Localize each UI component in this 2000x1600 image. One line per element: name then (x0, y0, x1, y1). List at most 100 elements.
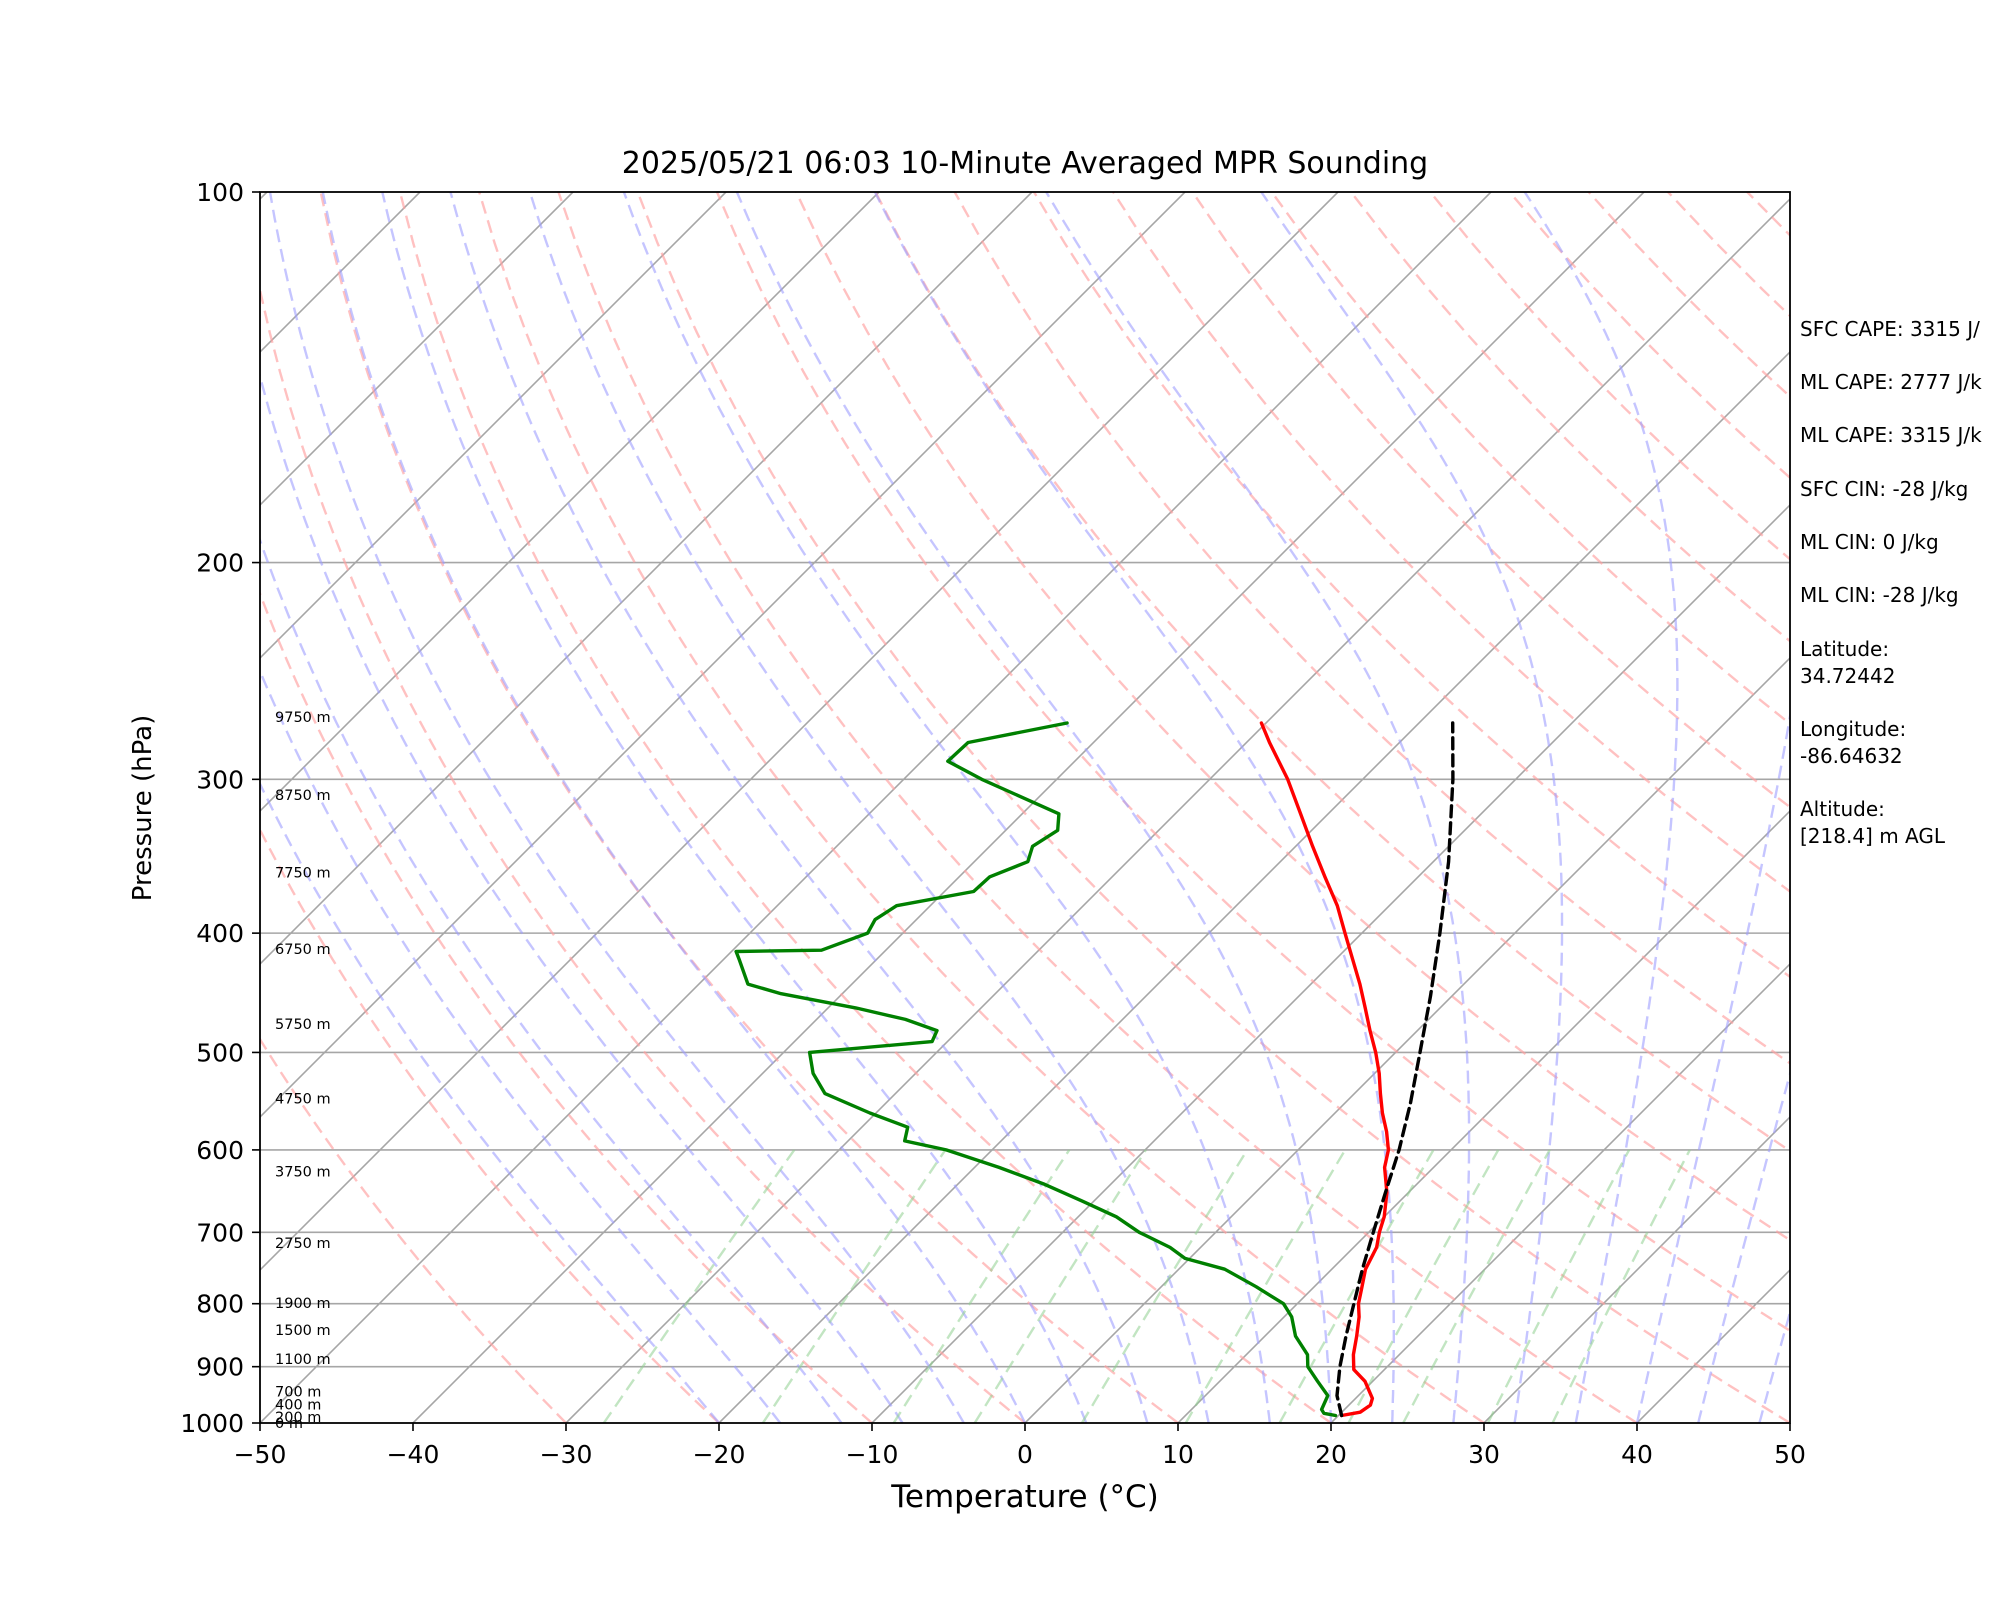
plot-area (259, 191, 1791, 1424)
mixing-ratio-line (602, 1149, 796, 1423)
sounding-parameter-text: SFC CIN: -28 J/kg (1800, 477, 1968, 501)
dry-adiabat (715, 192, 1790, 1333)
mixing-ratio-line (1402, 1149, 1551, 1423)
height-label: 700 m (275, 1385, 321, 1401)
x-tick-label-−10: −10 (846, 1440, 899, 1469)
moist-adiabat (260, 536, 843, 1423)
moist-adiabat (1697, 1069, 1790, 1423)
mixing-ratio-line (1278, 1149, 1435, 1423)
height-label: 200 m (275, 1410, 321, 1426)
moist-adiabat (1045, 192, 1471, 1423)
height-label: 3750 m (275, 1165, 331, 1181)
moist-adiabat (449, 192, 1149, 1423)
dry-adiabat (260, 827, 720, 1423)
y-tick-label-300: 300 (196, 765, 244, 794)
y-tick-label-500: 500 (196, 1038, 244, 1067)
y-tick-label-800: 800 (196, 1290, 244, 1319)
mixing-ratio-line (1184, 1149, 1347, 1423)
dry-adiabat (398, 192, 1332, 1423)
dry-adiabat (953, 192, 1790, 1065)
height-label: 1900 m (275, 1296, 331, 1312)
dry-adiabat (319, 192, 1179, 1423)
isotherm (718, 350, 1790, 1423)
dry-adiabat (260, 284, 1026, 1423)
sounding-parameter-text: ML CIN: -28 J/kg (1800, 583, 1959, 607)
moist-adiabat (268, 192, 965, 1423)
x-tick-label-20: 20 (1315, 1440, 1347, 1469)
isotherm (1024, 656, 1790, 1423)
dry-adiabat (1270, 192, 1790, 726)
isotherm (260, 192, 880, 813)
parcel-line (1335, 721, 1455, 1418)
moist-adiabat (260, 372, 904, 1423)
isotherm (260, 192, 1492, 1423)
sounding-parameter-text: 34.72442 (1800, 664, 1895, 688)
sounding-parameter-text: ML CIN: 0 J/kg (1800, 530, 1939, 554)
isotherm (260, 192, 1186, 1119)
height-label: 7750 m (275, 865, 331, 881)
y-tick-label-400: 400 (196, 919, 244, 948)
height-label: 6750 m (275, 942, 331, 958)
x-tick-label-10: 10 (1162, 1440, 1194, 1469)
mixing-ratio-line (1486, 1149, 1631, 1423)
sounding-parameter-text: Altitude: (1800, 797, 1885, 821)
sounding-parameter-text: Latitude: (1800, 637, 1889, 661)
y-tick-label-100: 100 (196, 178, 244, 207)
mixing-ratio-line (1080, 1149, 1249, 1423)
x-axis: −50 −40 −30 −20 −10 0 10 20 30 40 50 (234, 1423, 1806, 1469)
mixing-ratio-line (1551, 1149, 1691, 1423)
x-tick-label-−50: −50 (234, 1440, 287, 1469)
sounding-parameter-text: SFC CAPE: 3315 J/ (1800, 317, 1980, 341)
height-label: 2750 m (275, 1236, 331, 1252)
dry-adiabat (478, 192, 1485, 1423)
moist-adiabat (1260, 192, 1564, 1423)
moist-adiabat (1758, 1308, 1790, 1423)
y-tick-label-700: 700 (196, 1218, 244, 1247)
temperature-line (1259, 721, 1391, 1418)
chart-title: 2025/05/21 06:03 10-Minute Averaged MPR … (622, 146, 1428, 181)
y-tick-label-200: 200 (196, 549, 244, 578)
dry-adiabat (874, 192, 1790, 1153)
mixing-ratio-line (892, 1149, 1071, 1423)
height-label: 1500 m (275, 1323, 331, 1339)
isotherm (871, 503, 1790, 1423)
mixing-ratio-line (761, 1149, 947, 1423)
moist-adiabat (1635, 709, 1790, 1423)
isotherm (565, 197, 1790, 1423)
data-series (734, 721, 1455, 1418)
dewpoint-line (734, 721, 1338, 1418)
moist-adiabat (873, 192, 1395, 1423)
moist-adiabat (1523, 192, 1679, 1423)
moist-adiabat (321, 192, 1027, 1423)
y-tick-label-900: 900 (196, 1353, 244, 1382)
height-label: 400 m (275, 1398, 321, 1414)
moist-adiabat (622, 192, 1271, 1423)
moist-adiabat (528, 192, 1210, 1423)
height-label: 4750 m (275, 1092, 331, 1108)
mixing-ratio-line (973, 1149, 1147, 1423)
x-tick-label-40: 40 (1621, 1440, 1653, 1469)
sounding-parameter-text: -86.64632 (1800, 744, 1903, 768)
moist-adiabat (735, 192, 1333, 1423)
isotherm (260, 192, 574, 507)
sounding-parameter-text: ML CAPE: 3315 J/k (1800, 423, 1982, 447)
height-label: 0 m (275, 1416, 303, 1432)
sounding-parameter-text: [218.4] m AGL (1800, 824, 1946, 848)
isotherm (260, 192, 1339, 1272)
moist-adiabat (260, 668, 782, 1423)
isotherm (1330, 962, 1790, 1423)
height-label: 5750 m (275, 1017, 331, 1033)
y-axis-label: Pressure (hPa) (128, 715, 158, 902)
sounding-parameter-text: ML CAPE: 2777 J/k (1800, 370, 1982, 394)
dry-adiabat (636, 192, 1790, 1423)
isotherm (1483, 1115, 1790, 1423)
x-axis-label: Temperature (°C) (890, 1479, 1159, 1515)
x-tick-label-50: 50 (1774, 1440, 1806, 1469)
x-tick-label-−20: −20 (693, 1440, 746, 1469)
background-lines (260, 192, 1790, 1423)
y-tick-label-1000: 1000 (180, 1409, 244, 1438)
sounding-parameter-text: Longitude: (1800, 717, 1906, 741)
